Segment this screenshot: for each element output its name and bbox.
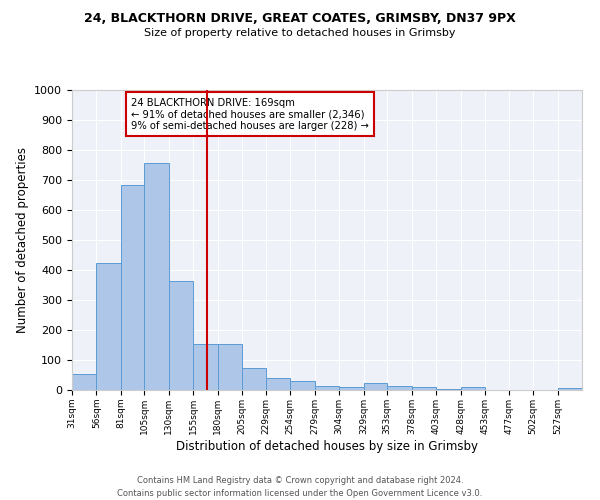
Bar xyxy=(412,387,436,390)
Text: 24 BLACKTHORN DRIVE: 169sqm
← 91% of detached houses are smaller (2,346)
9% of s: 24 BLACKTHORN DRIVE: 169sqm ← 91% of det… xyxy=(131,98,368,130)
X-axis label: Distribution of detached houses by size in Grimsby: Distribution of detached houses by size … xyxy=(176,440,478,452)
Bar xyxy=(364,382,387,390)
Text: Size of property relative to detached houses in Grimsby: Size of property relative to detached ho… xyxy=(144,28,456,38)
Bar xyxy=(339,387,364,390)
Bar xyxy=(387,386,412,390)
Bar xyxy=(121,184,145,390)
Bar xyxy=(290,381,315,390)
Bar xyxy=(242,368,266,390)
Y-axis label: Number of detached properties: Number of detached properties xyxy=(16,147,29,333)
Bar xyxy=(72,374,97,390)
Text: 24, BLACKTHORN DRIVE, GREAT COATES, GRIMSBY, DN37 9PX: 24, BLACKTHORN DRIVE, GREAT COATES, GRIM… xyxy=(84,12,516,26)
Bar xyxy=(193,344,218,390)
Bar xyxy=(145,162,169,390)
Text: Contains HM Land Registry data © Crown copyright and database right 2024.
Contai: Contains HM Land Registry data © Crown c… xyxy=(118,476,482,498)
Bar xyxy=(169,281,193,390)
Bar xyxy=(266,378,290,390)
Bar xyxy=(461,387,485,390)
Bar xyxy=(218,344,242,390)
Bar xyxy=(557,388,582,390)
Bar xyxy=(436,388,461,390)
Bar xyxy=(315,386,339,390)
Bar xyxy=(97,262,121,390)
